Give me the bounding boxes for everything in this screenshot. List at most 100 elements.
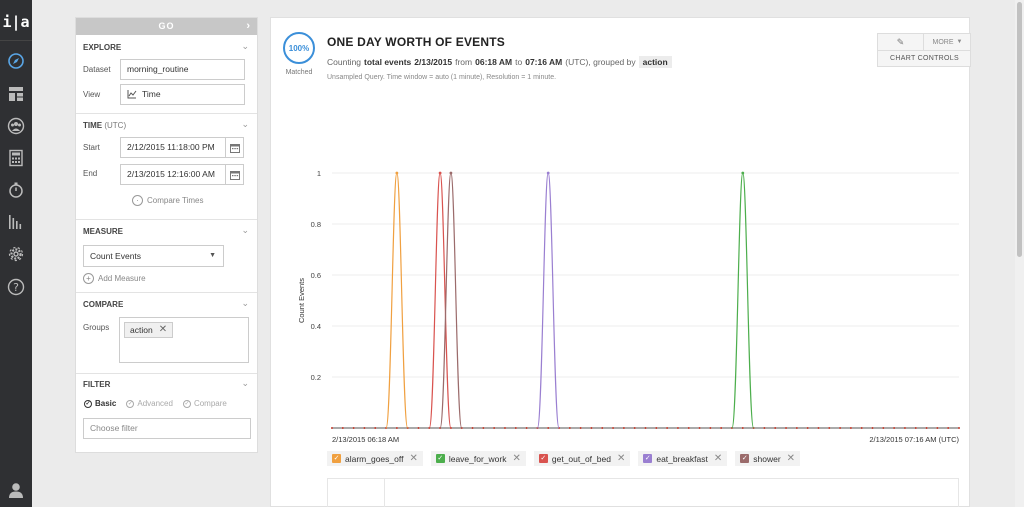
- compass-icon[interactable]: [6, 51, 26, 71]
- summary-metric: total events: [364, 57, 412, 67]
- help-icon[interactable]: ?: [6, 277, 26, 297]
- group-by-tag[interactable]: action: [638, 56, 672, 68]
- chevron-down-icon[interactable]: ⌄: [241, 119, 249, 129]
- view-field[interactable]: Time: [120, 84, 245, 105]
- x-tick-mark: [525, 427, 528, 429]
- more-button[interactable]: MORE ▼: [924, 34, 971, 51]
- calendar-icon[interactable]: [225, 137, 244, 158]
- chart-controls-button[interactable]: CHART CONTROLS: [890, 55, 959, 62]
- legend-label: get_out_of_bed: [551, 453, 611, 464]
- y-tick-label: 0.8: [311, 220, 321, 229]
- add-measure-button[interactable]: + Add Measure: [83, 273, 146, 284]
- query-info: Unsampled Query. Time window = auto (1 m…: [327, 74, 557, 81]
- query-summary: Counting total events 2/13/2015 from 06:…: [327, 56, 672, 68]
- x-tick-mark: [903, 427, 906, 429]
- series-line-leave_for_work: [731, 172, 755, 429]
- measure-select[interactable]: Count Events ▼: [83, 245, 224, 267]
- legend-item[interactable]: ✓ eat_breakfast ✕: [638, 451, 728, 466]
- matched-label: Matched: [285, 69, 313, 76]
- legend-label: shower: [753, 453, 781, 464]
- x-tick-mark: [763, 427, 766, 429]
- filter-tab-compare[interactable]: ✓ Compare: [182, 399, 227, 408]
- view-value: Time: [142, 89, 161, 99]
- close-icon[interactable]: ✕: [616, 453, 626, 464]
- matched-percent: 100%: [288, 43, 310, 53]
- y-tick-label: 0.6: [311, 271, 321, 280]
- checkbox-icon[interactable]: ✓: [538, 454, 548, 463]
- legend-item[interactable]: ✓ alarm_goes_off ✕: [327, 451, 423, 466]
- checkbox-icon[interactable]: ✓: [435, 454, 445, 463]
- close-icon[interactable]: ✕: [713, 453, 723, 464]
- people-icon[interactable]: [6, 116, 26, 136]
- end-time-input[interactable]: 2/13/2015 12:16:00 AM: [120, 164, 226, 185]
- checkbox-icon[interactable]: ✓: [643, 454, 653, 463]
- chevron-down-icon[interactable]: ⌄: [241, 41, 249, 51]
- calendar-icon[interactable]: [225, 164, 244, 185]
- x-tick-mark: [795, 427, 798, 429]
- x-tick-mark: [612, 427, 615, 429]
- close-icon[interactable]: ✕: [512, 453, 521, 464]
- checkbox-icon[interactable]: ✓: [740, 454, 750, 463]
- legend-item[interactable]: ✓ shower ✕: [735, 451, 801, 466]
- bars-icon[interactable]: [6, 212, 26, 232]
- legend-item[interactable]: ✓ leave_for_work ✕: [430, 451, 526, 466]
- x-tick-mark: [849, 427, 852, 429]
- groups-input[interactable]: action ✕: [119, 317, 249, 363]
- secondary-chart-frame: [327, 478, 959, 507]
- dashboard-icon[interactable]: [6, 84, 26, 104]
- chevron-down-icon[interactable]: ⌄: [241, 298, 249, 308]
- user-icon[interactable]: [6, 480, 26, 500]
- chevron-down-icon[interactable]: ⌄: [241, 378, 249, 388]
- dataset-field[interactable]: morning_routine: [120, 59, 245, 80]
- stopwatch-icon[interactable]: [6, 180, 26, 200]
- close-icon[interactable]: ✕: [409, 453, 418, 464]
- plus-icon: +: [83, 273, 94, 284]
- more-label: MORE: [932, 38, 954, 46]
- x-tick-mark: [774, 427, 777, 429]
- filter-tab-basic[interactable]: ✓ Basic: [84, 399, 116, 408]
- explore-section-title: EXPLORE: [83, 43, 122, 52]
- group-chip[interactable]: action ✕: [124, 322, 174, 338]
- summary-end: 07:16 AM: [525, 57, 563, 67]
- filter-input[interactable]: Choose filter: [83, 418, 251, 439]
- chevron-down-icon[interactable]: ⌄: [241, 225, 249, 235]
- x-tick-mark: [395, 427, 398, 429]
- start-time-input[interactable]: 2/12/2015 11:18:00 PM: [120, 137, 226, 158]
- checkbox-icon[interactable]: ✓: [332, 454, 341, 463]
- go-button[interactable]: GO ›: [76, 18, 257, 35]
- filter-tab-label: Advanced: [137, 399, 173, 408]
- close-icon[interactable]: ✕: [158, 324, 168, 335]
- page-scrollbar[interactable]: [1015, 0, 1024, 507]
- x-tick-mark: [341, 427, 344, 429]
- x-tick-mark: [839, 427, 842, 429]
- compare-times-label: Compare Times: [147, 196, 204, 205]
- data-point-alarm_goes_off: [395, 171, 399, 175]
- compare-times-link[interactable]: · Compare Times: [132, 195, 203, 206]
- x-tick-mark: [947, 427, 950, 429]
- filter-tab-label: Compare: [193, 399, 227, 408]
- x-tick-mark: [503, 427, 506, 429]
- section-divider: [76, 373, 257, 374]
- x-tick-mark: [601, 427, 604, 429]
- x-tick-mark: [709, 427, 712, 429]
- chart-title: ONE DAY WORTH OF EVENTS: [327, 35, 505, 49]
- filter-tab-advanced[interactable]: ✓ Advanced: [126, 399, 173, 408]
- x-tick-mark: [655, 427, 658, 429]
- chart-toolbar: ✎ MORE ▼ CHART CONTROLS: [877, 33, 971, 67]
- compare-section-title: COMPARE: [83, 300, 124, 309]
- logo-divider: [0, 40, 32, 41]
- close-icon[interactable]: ✕: [786, 453, 796, 464]
- data-point-eat_breakfast: [546, 171, 550, 175]
- group-chip-label: action: [130, 325, 153, 335]
- scrollbar-thumb[interactable]: [1017, 2, 1022, 257]
- legend-item[interactable]: ✓ get_out_of_bed ✕: [533, 451, 631, 466]
- x-tick-mark: [622, 427, 625, 429]
- calculator-icon[interactable]: [6, 148, 26, 168]
- filter-tabs: ✓ Basic ✓ Advanced ✓ Compare: [84, 399, 227, 408]
- add-measure-label: Add Measure: [98, 274, 146, 283]
- gear-icon[interactable]: [6, 244, 26, 264]
- y-tick-label: 0.4: [311, 322, 321, 331]
- app-logo[interactable]: i|a: [2, 13, 30, 31]
- frame-divider: [384, 479, 385, 507]
- pin-button[interactable]: ✎: [878, 34, 924, 51]
